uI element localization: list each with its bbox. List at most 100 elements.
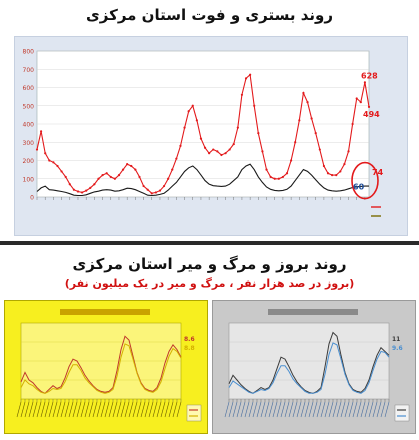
x-tick-label xyxy=(80,401,86,418)
data-point xyxy=(347,150,350,153)
data-point xyxy=(290,159,293,162)
series-line-0 xyxy=(228,331,390,394)
data-point xyxy=(150,192,153,195)
x-tick-label xyxy=(356,401,362,418)
data-point xyxy=(85,189,88,192)
x-tick-label xyxy=(336,401,342,418)
x-tick-label xyxy=(272,401,278,418)
x-tick-label xyxy=(100,401,106,418)
data-point xyxy=(64,175,67,179)
y-tick-label: 400 xyxy=(23,122,35,129)
x-tick-label xyxy=(148,401,154,418)
x-tick-label xyxy=(128,401,134,418)
y-tick-label: 600 xyxy=(23,85,35,92)
data-point xyxy=(60,170,63,173)
x-tick-label xyxy=(240,401,246,418)
x-tick-label xyxy=(324,401,330,418)
data-point xyxy=(367,105,371,108)
x-tick-label xyxy=(92,401,98,418)
data-label: 60 xyxy=(353,183,365,192)
data-point xyxy=(52,161,55,164)
data-point xyxy=(154,191,157,194)
x-tick-label xyxy=(144,401,150,418)
data-point xyxy=(351,122,354,126)
x-tick-label xyxy=(352,401,358,418)
data-point xyxy=(326,172,330,175)
series-line-1 xyxy=(36,163,369,197)
x-tick-label xyxy=(312,401,318,418)
data-point xyxy=(261,150,264,153)
x-tick-label xyxy=(380,401,386,418)
data-point xyxy=(109,175,112,179)
x-tick-label xyxy=(48,401,54,418)
data-point xyxy=(322,164,326,168)
data-point xyxy=(314,132,317,135)
data-point xyxy=(171,168,174,171)
y-tick-label: 0 xyxy=(30,195,34,202)
page-title-top: روند بستری و فوت استان مرکزی xyxy=(86,6,333,24)
data-point xyxy=(298,119,301,122)
data-point xyxy=(318,148,321,151)
page-title-bottom: روند بروز و مرگ و میر استان مرکزی xyxy=(72,255,347,273)
x-tick-label xyxy=(348,401,354,418)
legend-box xyxy=(394,404,410,422)
x-tick-label xyxy=(88,401,94,418)
data-point xyxy=(126,163,129,166)
y-tick-label: 200 xyxy=(23,158,35,165)
x-tick-label xyxy=(136,401,142,418)
panel-header-strip xyxy=(60,309,150,315)
data-point xyxy=(306,101,309,104)
data-point xyxy=(277,177,280,180)
data-point xyxy=(179,144,182,147)
data-point xyxy=(44,152,47,155)
x-tick-label xyxy=(28,401,34,418)
legend-box xyxy=(186,404,202,422)
data-point xyxy=(203,146,207,149)
x-tick-label xyxy=(368,401,374,418)
hospitalization-chart: 0 100 200 300 400 500 600 700 800 628 494 74 60 xyxy=(14,36,408,236)
x-tick-label xyxy=(372,401,378,418)
x-tick-label xyxy=(292,401,298,418)
x-tick-label xyxy=(280,401,286,418)
data-point xyxy=(294,141,297,144)
x-tick-label xyxy=(236,401,242,418)
x-tick-label xyxy=(44,401,50,418)
data-point xyxy=(39,130,43,133)
y-tick-label: 500 xyxy=(23,103,35,110)
data-label: 74 xyxy=(372,168,384,177)
data-point xyxy=(89,186,92,189)
x-tick-label xyxy=(40,401,46,418)
x-tick-label xyxy=(360,401,366,418)
x-tick-label xyxy=(384,401,390,418)
x-tick-label xyxy=(376,401,382,418)
x-tick-label xyxy=(264,401,270,418)
x-tick-label xyxy=(168,401,174,418)
x-tick-label xyxy=(296,401,302,418)
y-tick-label: 300 xyxy=(23,140,35,147)
x-tick-label xyxy=(232,401,238,418)
data-point xyxy=(302,91,305,95)
data-point xyxy=(331,174,334,177)
data-point xyxy=(339,170,342,173)
highlight-circle xyxy=(351,161,379,200)
x-tick-label xyxy=(16,401,22,418)
page-subtitle-bottom: (بروز در صد هزار نفر ، مرگ و میر در یک م… xyxy=(64,277,355,290)
y-tick-label: 700 xyxy=(23,67,35,74)
x-tick-label xyxy=(24,401,30,418)
panel-header-strip xyxy=(268,309,358,315)
data-point xyxy=(232,142,235,146)
x-tick-label xyxy=(76,401,82,418)
hospitalization-chart-svg: 0 100 200 300 400 500 600 700 800 628 494 74 60 xyxy=(23,49,384,217)
data-point xyxy=(35,148,39,151)
data-point xyxy=(76,190,80,193)
y-tick-label: 800 xyxy=(23,49,35,56)
data-point xyxy=(253,104,256,107)
data-point xyxy=(80,191,84,194)
x-tick-label xyxy=(276,401,282,418)
x-tick-label xyxy=(112,401,118,418)
x-tick-label xyxy=(108,401,114,418)
y-tick-label: 100 xyxy=(23,176,35,183)
data-point xyxy=(212,148,215,151)
data-point xyxy=(187,110,190,113)
data-point xyxy=(121,168,125,171)
